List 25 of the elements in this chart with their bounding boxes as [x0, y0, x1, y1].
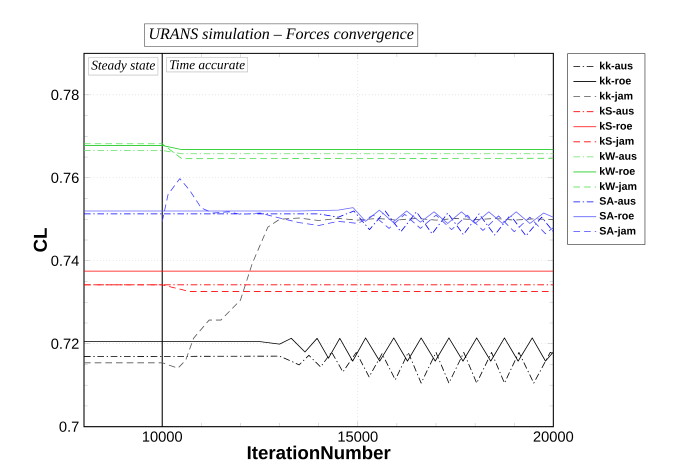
legend-label: kk-aus [600, 62, 633, 70]
y-tick-label: 0.7 [59, 421, 79, 432]
chart-title: URANS simulation – Forces convergence [150, 28, 414, 42]
legend-label: SA-jam [600, 226, 636, 237]
legend-label: kW-aus [600, 152, 637, 160]
legend-label: kk-roe [600, 76, 631, 85]
legend-label: kW-jam [600, 182, 636, 192]
legend-label: kW-roe [600, 167, 635, 175]
x-tick-label: 20000 [534, 431, 574, 442]
y-axis-title: CL [34, 228, 47, 252]
legend-label: kS-roe [600, 122, 632, 130]
legend-label: kk-jam [600, 92, 632, 102]
legend-label: kS-aus [600, 106, 634, 115]
y-tick-label: 0.76 [51, 172, 79, 183]
annotation: Steady state [91, 60, 155, 72]
x-tick-label: 15000 [338, 431, 378, 442]
y-tick-label: 0.72 [51, 338, 79, 349]
x-tick-label: 10000 [142, 431, 182, 442]
legend-label: SA-aus [600, 197, 636, 205]
annotation: Time accurate [170, 60, 245, 70]
y-tick-label: 0.74 [51, 256, 79, 266]
legend-label: kS-jam [600, 136, 634, 147]
x-axis-title: IterationNumber [248, 446, 390, 460]
y-tick-label: 0.78 [51, 90, 79, 100]
legend-label: SA-roe [600, 212, 634, 220]
